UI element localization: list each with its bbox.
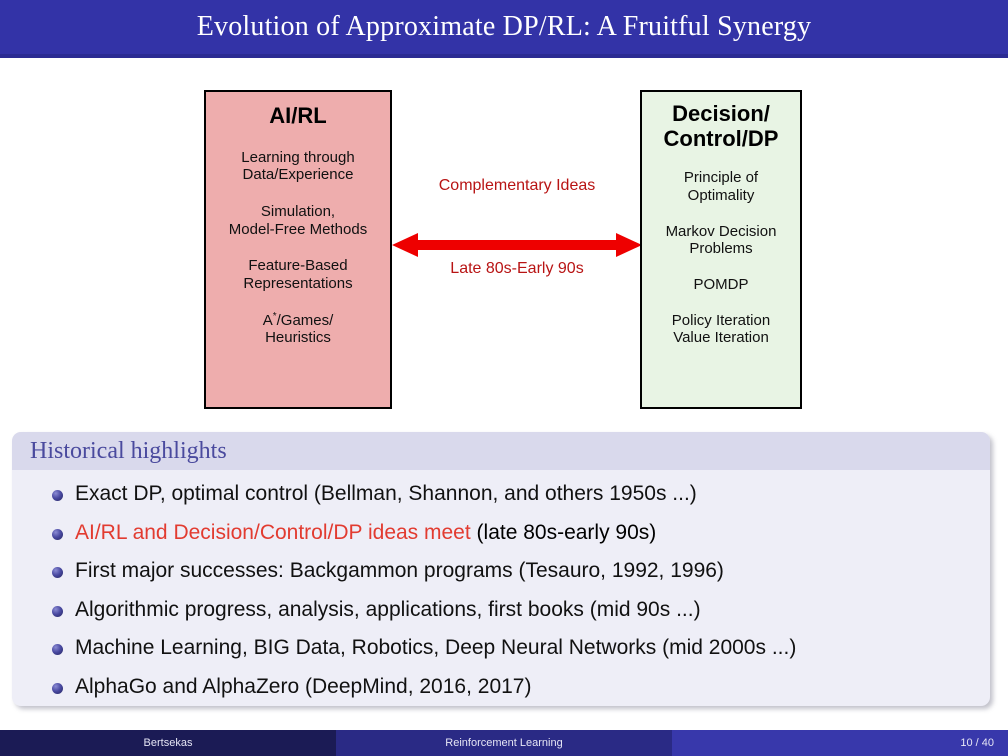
synergy-diagram: AI/RL Learning through Data/Experience S… bbox=[0, 62, 1008, 422]
concept-box-ai-rl: AI/RL Learning through Data/Experience S… bbox=[204, 90, 392, 409]
list-item-label-rest: (late 80s-early 90s) bbox=[470, 520, 657, 544]
box-entry-policy-value-iteration: Policy Iteration Value Iteration bbox=[671, 311, 771, 347]
footer-subject: Reinforcement Learning bbox=[336, 730, 672, 756]
list-item-label-highlighted: AI/RL and Decision/Control/DP ideas meet bbox=[75, 520, 471, 544]
bullet-icon bbox=[52, 567, 63, 578]
complementary-ideas-arrow-group: Complementary Ideas Late 80s-Early 90s bbox=[392, 177, 642, 282]
astar-prefix: A bbox=[262, 311, 273, 329]
bullet-icon bbox=[52, 528, 63, 540]
box-entry-markov-decision-problems: Markov Decision Problems bbox=[665, 222, 777, 258]
box-entry-feature-based: Feature-Based Representations bbox=[243, 257, 353, 293]
slide-title-bar: Evolution of Approximate DP/RL: A Fruitf… bbox=[0, 0, 1008, 58]
historical-highlights-title: Historical highlights bbox=[30, 437, 227, 464]
list-item: AI/RL and Decision/Control/DP ideas meet… bbox=[12, 520, 990, 559]
list-item-label: AlphaGo and AlphaZero (DeepMind, 2016, 2… bbox=[75, 674, 532, 698]
box-entry-learning: Learning through Data/Experience bbox=[241, 148, 355, 184]
list-item: AlphaGo and AlphaZero (DeepMind, 2016, 2… bbox=[12, 674, 990, 707]
historical-highlights-list: Exact DP, optimal control (Bellman, Shan… bbox=[12, 470, 990, 706]
footer-page-number: 10 / 40 bbox=[672, 730, 1008, 756]
bullet-icon bbox=[52, 644, 63, 655]
box-title-decision-control-dp: Decision/ Control/DP bbox=[663, 101, 779, 151]
arrow-label-era: Late 80s-Early 90s bbox=[450, 260, 584, 277]
list-item: Algorithmic progress, analysis, applicat… bbox=[12, 597, 990, 636]
list-item-label: First major successes: Backgammon progra… bbox=[75, 559, 724, 582]
historical-highlights-header: Historical highlights bbox=[12, 432, 990, 470]
list-item-label: Algorithmic progress, analysis, applicat… bbox=[75, 597, 701, 621]
concept-box-decision-control-dp: Decision/ Control/DP Principle of Optima… bbox=[640, 90, 802, 409]
list-item: First major successes: Backgammon progra… bbox=[12, 558, 990, 597]
arrow-label-complementary-ideas: Complementary Ideas bbox=[438, 177, 596, 194]
asterisk-icon: * bbox=[272, 310, 277, 322]
footer-author: Bertsekas bbox=[0, 730, 336, 756]
box-entry-simulation: Simulation, Model-Free Methods bbox=[228, 203, 368, 238]
box-entry-principle-of-optimality: Principle of Optimality bbox=[683, 169, 759, 204]
bullet-icon bbox=[52, 605, 63, 617]
slide-footer: Bertsekas Reinforcement Learning 10 / 40 bbox=[0, 730, 1008, 756]
list-item: Exact DP, optimal control (Bellman, Shan… bbox=[12, 481, 990, 520]
list-item: Machine Learning, BIG Data, Robotics, De… bbox=[12, 635, 990, 674]
box-entry-pomdp: POMDP bbox=[693, 276, 749, 293]
bullet-icon bbox=[52, 490, 63, 501]
box-entry-astar-games: A*/Games/ Heuristics bbox=[206, 310, 390, 347]
astar-suffix: /Games/ Heuristics bbox=[265, 311, 334, 347]
bullet-icon bbox=[52, 682, 63, 694]
double-headed-arrow-icon bbox=[392, 233, 642, 257]
list-item-label: Exact DP, optimal control (Bellman, Shan… bbox=[75, 482, 697, 505]
historical-highlights-block: Historical highlights Exact DP, optimal … bbox=[12, 432, 990, 706]
list-item-label: Machine Learning, BIG Data, Robotics, De… bbox=[75, 636, 797, 659]
box-title-ai-rl: AI/RL bbox=[269, 103, 327, 128]
page-title: Evolution of Approximate DP/RL: A Fruitf… bbox=[196, 11, 812, 42]
list-item-label: AI/RL and Decision/Control/DP ideas meet… bbox=[75, 520, 656, 547]
